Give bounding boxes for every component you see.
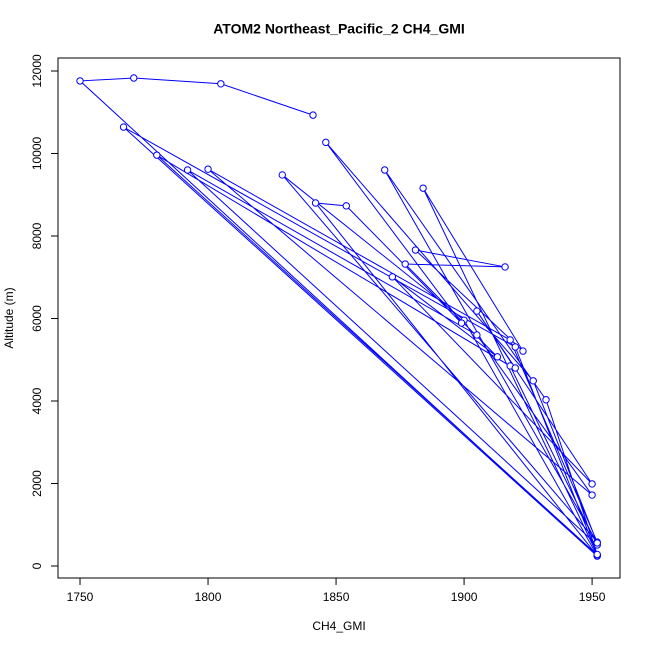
data-point: [511, 343, 519, 351]
data-point: [593, 539, 601, 547]
data-point: [501, 263, 509, 271]
data-point: [388, 273, 397, 281]
y-tick-label: 2000: [30, 470, 44, 497]
data-point: [217, 80, 225, 88]
data-point: [457, 319, 466, 327]
x-tick-label: 1850: [323, 590, 350, 604]
data-point: [130, 74, 138, 82]
data-point: [153, 151, 161, 159]
data-point: [76, 77, 84, 85]
data-line: [78, 77, 598, 557]
data-point: [119, 123, 128, 131]
data-point: [419, 184, 427, 192]
data-point: [511, 364, 519, 372]
y-tick-label: 8000: [30, 222, 44, 249]
chart-title: ATOM2 Northeast_Pacific_2 CH4_GMI: [213, 21, 465, 37]
y-tick-label: 10000: [30, 136, 44, 170]
y-tick-label: 12000: [30, 54, 44, 88]
data-point: [309, 111, 317, 119]
x-tick-label: 1750: [67, 590, 94, 604]
data-point: [588, 480, 596, 488]
data-point: [593, 550, 601, 559]
data-point: [588, 491, 596, 499]
data-point: [401, 260, 409, 268]
data-point: [381, 166, 389, 174]
data-point: [342, 202, 350, 210]
data-point: [519, 347, 527, 355]
y-tick-label: 0: [30, 562, 44, 569]
data-point: [204, 165, 212, 173]
data-point: [473, 307, 481, 315]
data-point: [311, 199, 320, 207]
x-tick-label: 1800: [195, 590, 222, 604]
data-point: [542, 396, 550, 404]
y-tick-label: 6000: [30, 305, 44, 332]
data-point: [278, 171, 286, 179]
y-axis-label: Altitude (m): [2, 287, 16, 348]
data-point: [411, 246, 420, 254]
data-point: [493, 353, 502, 361]
data-point: [473, 331, 481, 339]
data-point: [322, 138, 330, 147]
data-point: [529, 377, 537, 385]
x-tick-label: 1900: [451, 590, 478, 604]
x-axis-label: CH4_GMI: [312, 619, 365, 633]
x-tick-label: 1950: [579, 590, 606, 604]
y-tick-label: 4000: [30, 387, 44, 414]
data-point: [183, 166, 192, 174]
data-point: [506, 336, 514, 344]
